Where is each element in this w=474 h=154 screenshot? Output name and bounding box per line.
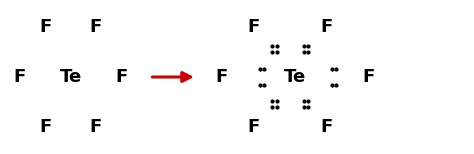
Text: F: F: [321, 18, 333, 36]
Text: F: F: [39, 118, 52, 136]
Text: F: F: [89, 18, 101, 36]
Text: F: F: [39, 18, 52, 36]
Text: F: F: [89, 118, 101, 136]
Text: F: F: [115, 68, 128, 86]
Text: Te: Te: [60, 68, 82, 86]
Text: F: F: [362, 68, 374, 86]
Text: F: F: [13, 68, 26, 86]
Text: F: F: [321, 118, 333, 136]
Text: F: F: [247, 118, 260, 136]
Text: Te: Te: [283, 68, 306, 86]
Text: F: F: [247, 18, 260, 36]
Text: F: F: [216, 68, 228, 86]
